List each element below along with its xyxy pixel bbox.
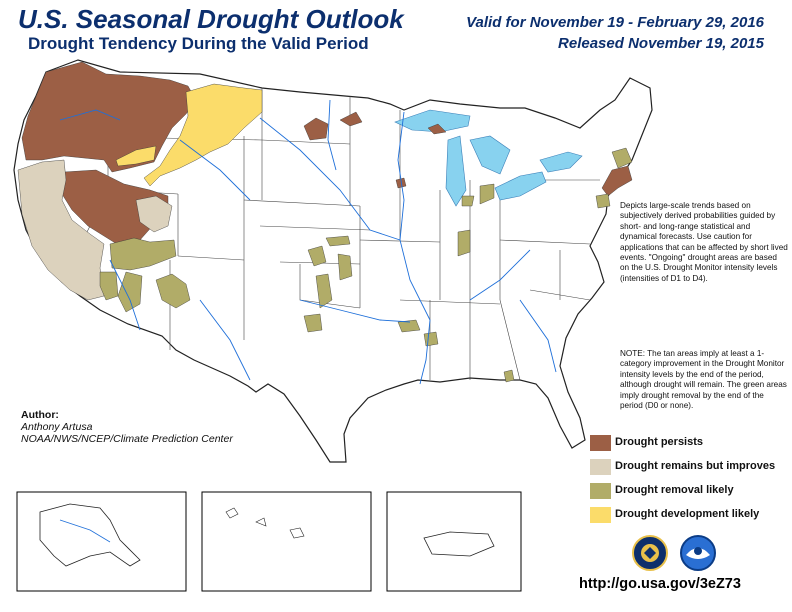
author-name: Anthony Artusa [21, 421, 93, 433]
legend-swatch-persists [590, 435, 611, 451]
valid-period: Valid for November 19 - February 29, 201… [466, 14, 764, 31]
author-org: NOAA/NWS/NCEP/Climate Prediction Center [21, 433, 233, 445]
outlook-note: NOTE: The tan areas imply at least a 1-c… [620, 349, 787, 411]
great-lakes [394, 109, 583, 207]
legend-label-persists: Drought persists [615, 436, 704, 448]
outlook-description: Depicts large-scale trends based on subj… [620, 201, 788, 283]
doc-seal-icon [632, 535, 668, 571]
hawaii-inset [201, 491, 372, 592]
author-block: Author: Anthony Artusa NOAA/NWS/NCEP/Cli… [21, 409, 233, 445]
legend-swatch-improves [590, 459, 611, 475]
puerto-rico-inset [386, 491, 522, 592]
legend-swatch-development [590, 507, 611, 523]
drought-persists-areas [21, 61, 633, 247]
legend-swatch-removal [590, 483, 611, 499]
page-title: U.S. Seasonal Drought Outlook [18, 4, 404, 34]
noaa-logo-icon [680, 535, 716, 571]
legend-label-improves: Drought remains but improves [615, 460, 776, 472]
legend-label-development: Drought development likely [615, 508, 760, 520]
legend-label-removal: Drought removal likely [615, 484, 734, 496]
page-subtitle: Drought Tendency During the Valid Period [28, 34, 369, 53]
alaska-inset [16, 491, 187, 592]
release-date: Released November 19, 2015 [558, 35, 764, 52]
rivers [59, 99, 557, 385]
short-url-link[interactable]: http://go.usa.gov/3eZ73 [579, 576, 741, 592]
author-heading: Author: [21, 409, 59, 421]
